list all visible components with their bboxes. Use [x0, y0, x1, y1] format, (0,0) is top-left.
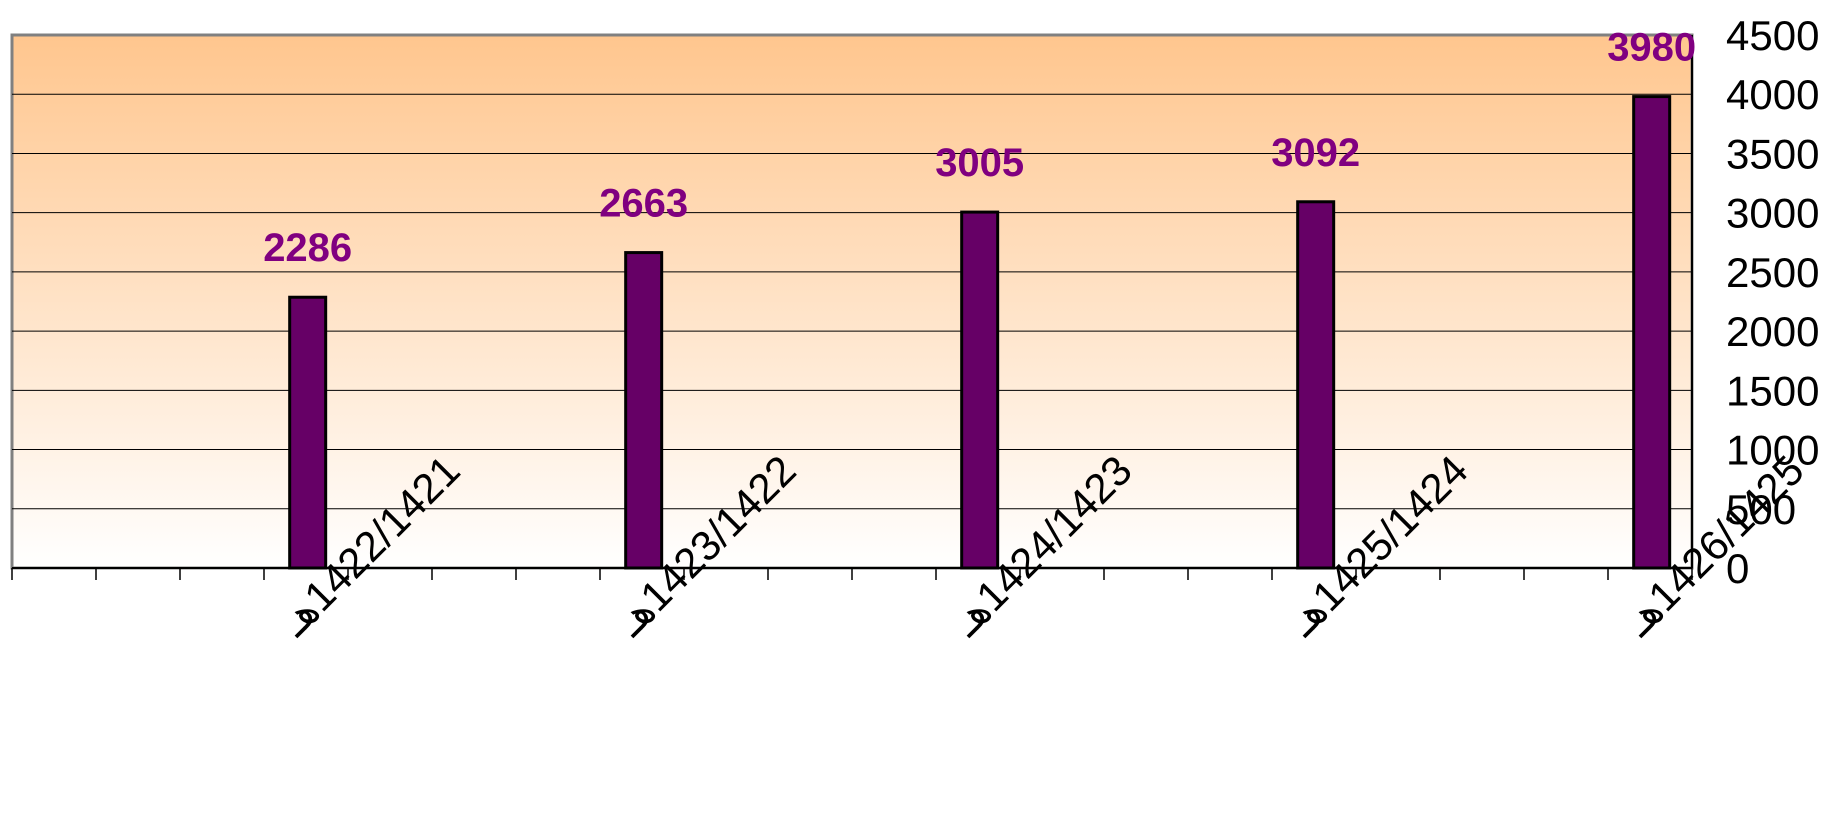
y-tick-label: 3000 [1726, 190, 1819, 237]
bar-0 [288, 295, 328, 570]
data-label: 3092 [1271, 131, 1360, 175]
data-label: 2286 [263, 226, 352, 270]
y-tick-label: 500 [1726, 486, 1796, 533]
bar-2 [960, 210, 1000, 570]
y-tick-label: 2500 [1726, 249, 1819, 296]
data-label: 3005 [935, 141, 1024, 185]
bar-4 [1632, 95, 1672, 570]
y-tick-label: 1000 [1726, 427, 1819, 474]
bar-3 [1296, 200, 1336, 570]
y-tick-label: 2000 [1726, 308, 1819, 355]
y-tick-label: 1500 [1726, 367, 1819, 414]
y-tick-label: 3500 [1726, 130, 1819, 177]
axes [11, 35, 1693, 580]
y-tick-label: 4000 [1726, 71, 1819, 118]
data-label: 2663 [599, 182, 688, 226]
bar-1 [624, 251, 664, 570]
y-tick-label: 4500 [1726, 12, 1819, 59]
bars [288, 95, 1672, 570]
data-label: 3980 [1607, 26, 1696, 70]
y-tick-label: 0 [1726, 545, 1749, 592]
